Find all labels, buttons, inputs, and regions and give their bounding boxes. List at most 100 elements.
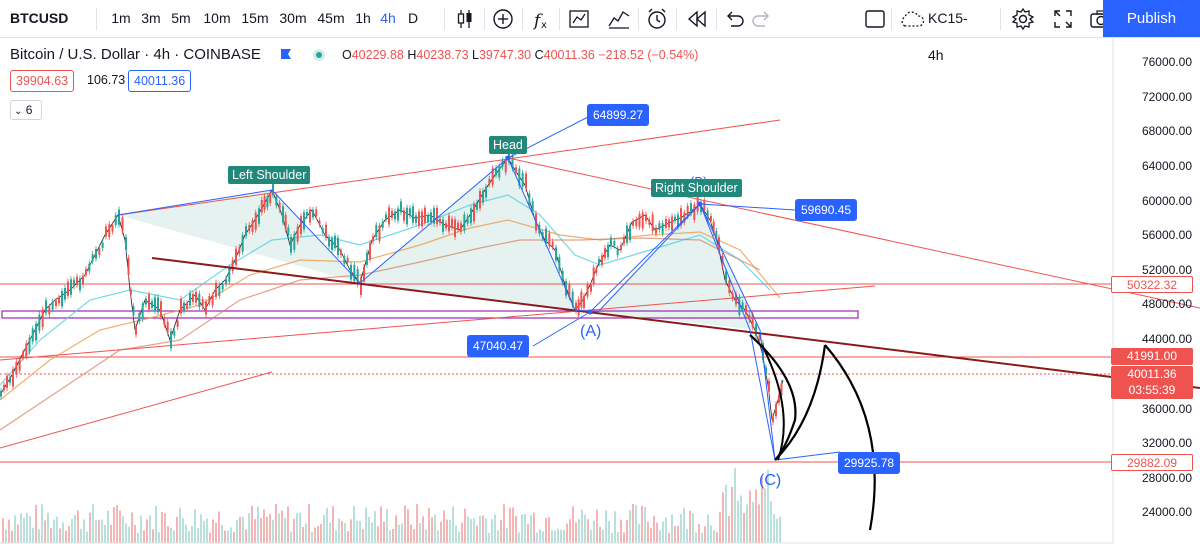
- flag-icon[interactable]: [279, 48, 293, 62]
- volume-bar: [38, 529, 40, 543]
- candle-body: [135, 326, 137, 335]
- price-note-59690[interactable]: 59690.45: [795, 199, 858, 221]
- compare-icon[interactable]: [606, 6, 632, 32]
- candle-body: [337, 237, 339, 256]
- volume-bar: [728, 516, 730, 543]
- volume-bar: [158, 532, 160, 543]
- candle-body: [85, 269, 87, 275]
- candle-body: [758, 334, 761, 342]
- volume-bar: [602, 529, 604, 543]
- volume-bar: [461, 522, 463, 543]
- volume-bar: [5, 529, 7, 543]
- wave-c-label[interactable]: (C): [759, 472, 782, 489]
- candle-body: [403, 210, 405, 221]
- volume-bar: [482, 515, 484, 543]
- candle-body: [454, 219, 456, 237]
- indicators-toggle[interactable]: ⌄ 6: [10, 100, 42, 120]
- candle-body: [114, 215, 117, 225]
- low-label: L: [472, 48, 479, 62]
- volume-bar: [80, 528, 82, 543]
- fullscreen-icon[interactable]: [862, 6, 888, 32]
- alert-icon[interactable]: [644, 6, 670, 32]
- redo-icon[interactable]: [749, 6, 775, 32]
- volume-bar: [680, 513, 682, 543]
- toolbar-divider: [676, 8, 677, 30]
- layout-name-button[interactable]: KC15-4h: [928, 10, 968, 63]
- candle-body: [706, 210, 709, 222]
- expand-icon[interactable]: [1050, 6, 1076, 32]
- volume-bar: [47, 512, 49, 543]
- projection-arc-3: [824, 344, 876, 531]
- volume-bar: [593, 520, 595, 543]
- candle-body: [651, 214, 654, 232]
- symbol-search-button[interactable]: BTCUSD: [10, 10, 69, 26]
- buy-price-button[interactable]: 40011.36: [128, 70, 192, 92]
- volume-bar: [152, 529, 154, 543]
- sell-price-button[interactable]: 39904.63: [10, 70, 75, 92]
- volume-bar: [275, 503, 277, 543]
- candle-body: [132, 306, 135, 316]
- cloud-layout-icon[interactable]: [898, 6, 926, 32]
- interval-3m-button[interactable]: 3m: [141, 10, 161, 26]
- volume-bar: [170, 527, 172, 543]
- price-note-47040[interactable]: 47040.47: [467, 335, 530, 357]
- last-price-tag: 40011.36: [1111, 366, 1193, 383]
- interval-15m-button[interactable]: 15m: [241, 10, 269, 26]
- volume-bar: [272, 519, 274, 543]
- volume-bar: [56, 516, 58, 543]
- candle-body: [228, 267, 231, 282]
- volume-bar: [692, 513, 694, 543]
- interval-5m-button[interactable]: 5m: [171, 10, 191, 26]
- settings-icon[interactable]: [1010, 6, 1036, 32]
- interval-1h-button[interactable]: 1h: [355, 10, 371, 26]
- interval-1m-button[interactable]: 1m: [111, 10, 131, 26]
- volume-bar: [707, 514, 709, 543]
- candle-body: [183, 302, 185, 311]
- volume-bar: [107, 510, 109, 543]
- candle-body: [378, 225, 381, 241]
- volume-bar: [86, 531, 88, 543]
- right-shoulder-point: [697, 201, 703, 207]
- right-shoulder-label[interactable]: Right Shoulder: [651, 179, 742, 197]
- chart-type-icon[interactable]: [452, 6, 478, 32]
- volume-bar: [755, 489, 757, 543]
- candle-body: [479, 191, 481, 209]
- candle-body: [610, 237, 612, 247]
- candle-body: [64, 288, 66, 300]
- head-label[interactable]: Head: [489, 136, 527, 154]
- interval-4h-button[interactable]: 4h: [380, 10, 396, 26]
- candle-body: [360, 277, 362, 296]
- wave-a-label[interactable]: (A): [580, 323, 602, 340]
- candle-body: [141, 304, 144, 320]
- candle-body: [648, 219, 651, 225]
- left-shoulder-label[interactable]: Left Shoulder: [228, 166, 311, 184]
- templates-icon[interactable]: [566, 6, 592, 32]
- interval-30m-button[interactable]: 30m: [279, 10, 307, 26]
- replay-icon[interactable]: [684, 6, 710, 32]
- candle-body: [696, 193, 699, 212]
- interval-d-button[interactable]: D: [407, 10, 419, 26]
- volume-bar: [323, 515, 325, 543]
- volume-bar: [29, 516, 31, 543]
- candle-body: [671, 216, 673, 231]
- undo-icon[interactable]: [721, 6, 747, 32]
- candle-body: [306, 212, 308, 217]
- candle-body: [221, 283, 224, 290]
- volume-bar: [368, 516, 370, 543]
- candle-body: [55, 300, 57, 307]
- interval-10m-button[interactable]: 10m: [203, 10, 231, 26]
- volume-bar: [149, 515, 151, 543]
- volume-bar: [302, 526, 304, 543]
- volume-bar: [530, 515, 532, 543]
- toolbar-divider: [96, 8, 97, 30]
- candle-body: [680, 208, 682, 226]
- price-chart[interactable]: [0, 38, 1200, 544]
- price-note-29925[interactable]: 29925.78: [838, 452, 901, 474]
- add-symbol-icon[interactable]: [490, 6, 516, 32]
- volume-bar: [365, 507, 367, 543]
- price-note-64899[interactable]: 64899.27: [587, 104, 650, 126]
- publish-button[interactable]: Publish: [1103, 0, 1200, 37]
- volume-bar: [389, 530, 391, 543]
- interval-45m-button[interactable]: 45m: [317, 10, 345, 26]
